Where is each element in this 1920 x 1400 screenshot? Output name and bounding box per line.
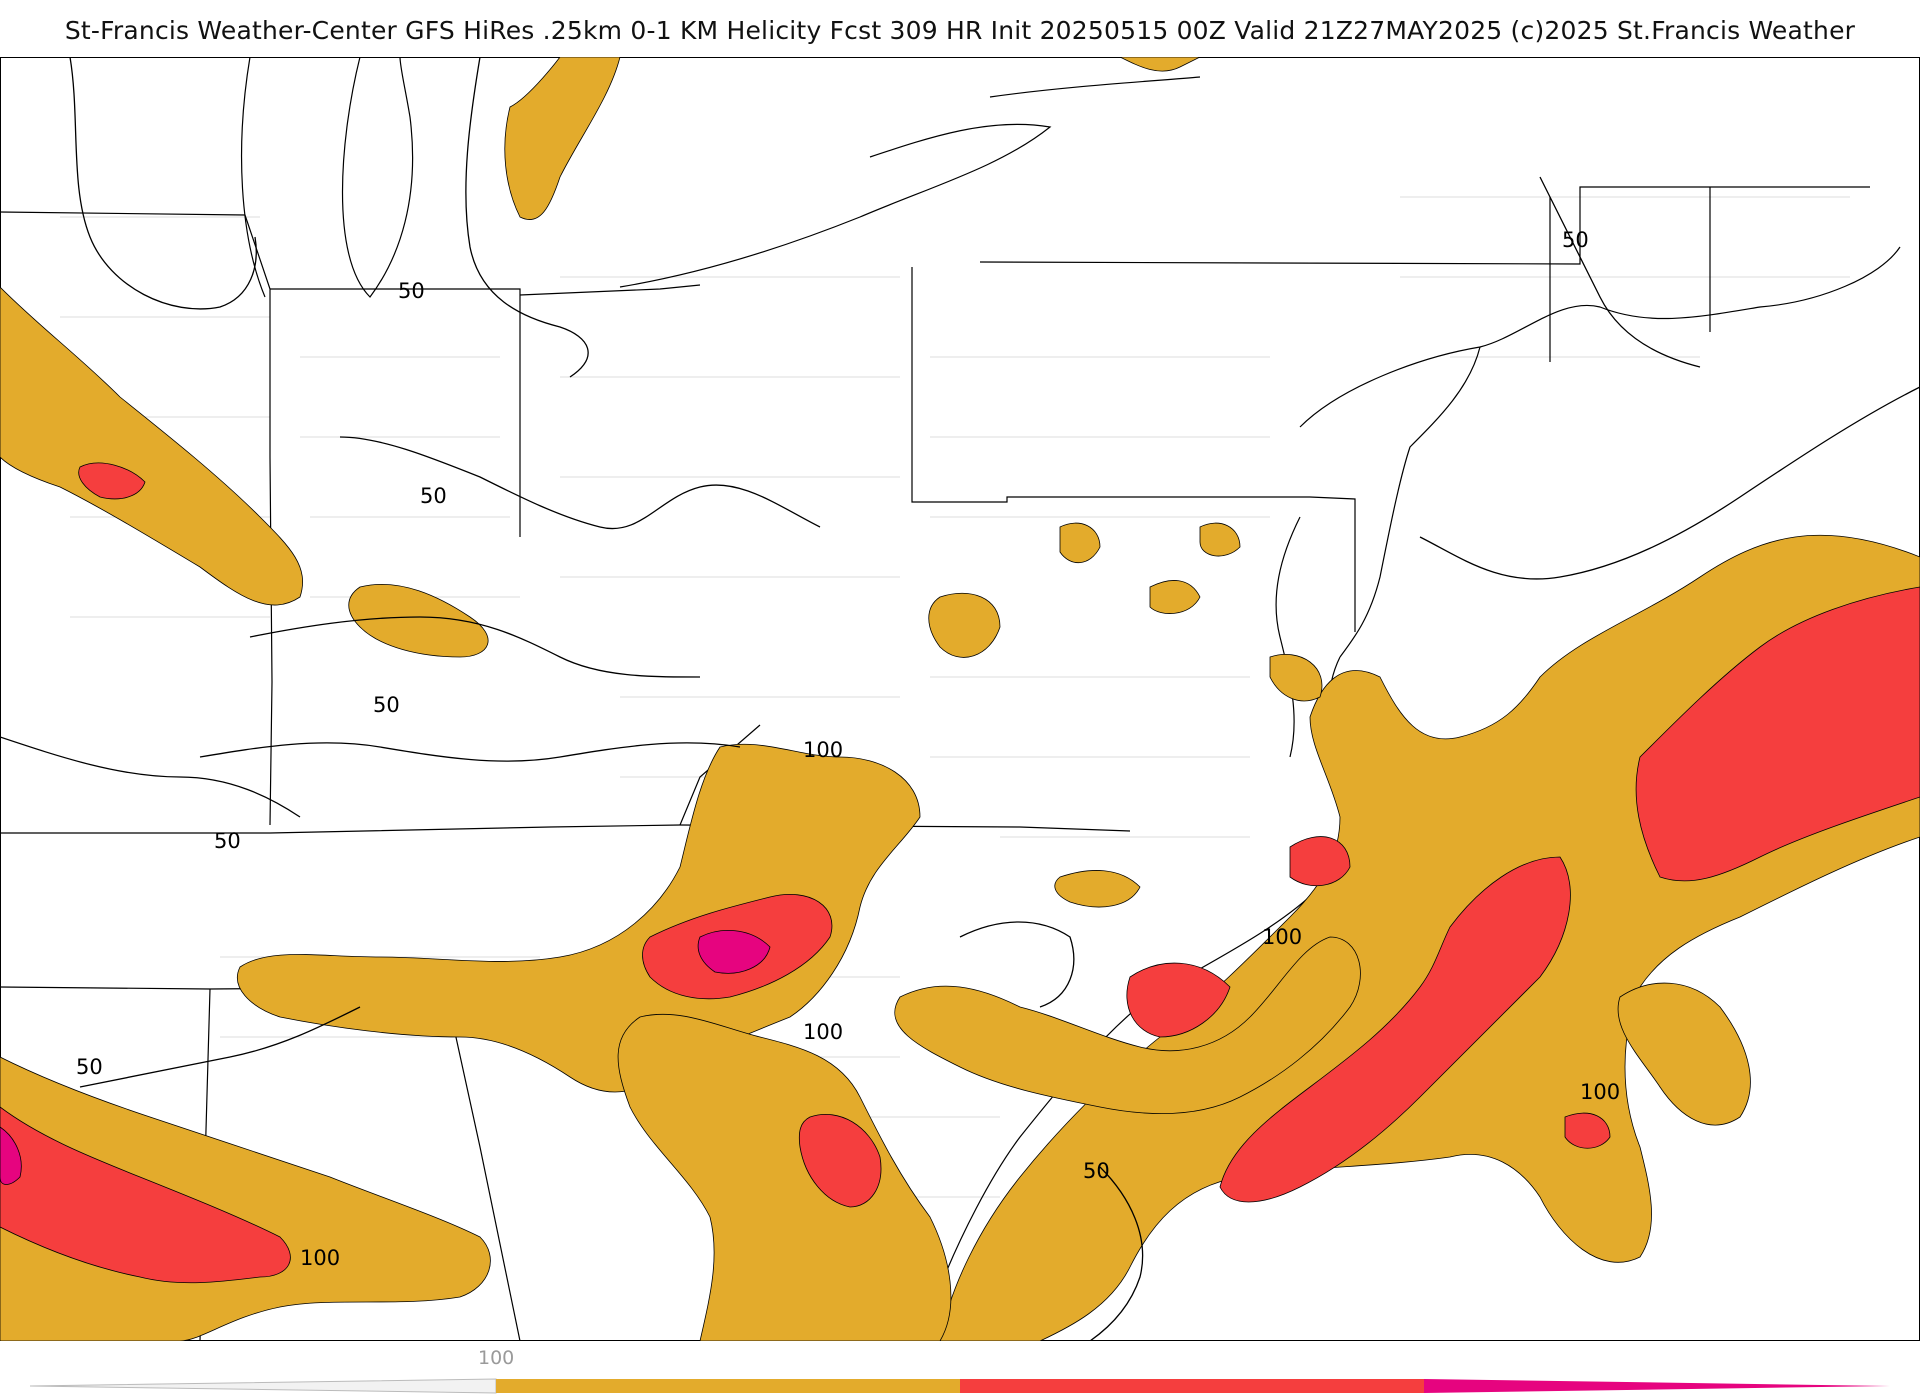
contour-label-100: 100 (1262, 925, 1302, 949)
helicity-200-fill (0, 462, 1920, 1284)
colorbar-segment-200 (960, 1379, 1424, 1393)
colorbar: 100 (29, 1347, 1890, 1394)
colorbar-tick-label: 100 (478, 1347, 514, 1369)
colorbar-segment-100 (496, 1379, 960, 1393)
contour-label-100: 100 (803, 1020, 843, 1044)
helicity-map: 50 50 50 50 50 50 50 100 100 100 100 100 (0, 57, 1920, 1341)
contour-labels: 50 50 50 50 50 50 50 100 100 100 100 100 (76, 228, 1620, 1270)
helicity-300-fill (0, 930, 771, 1185)
colorbar-left-arrow (29, 1378, 497, 1394)
colorbar-segment-300 (1424, 1379, 1890, 1393)
contour-label-100: 100 (1580, 1080, 1620, 1104)
contour-label-50: 50 (1083, 1159, 1110, 1183)
contour-label-50: 50 (1562, 228, 1589, 252)
contour-label-100: 100 (803, 738, 843, 762)
contour-50-lines (0, 57, 1920, 1341)
contour-label-50: 50 (214, 829, 241, 853)
contour-label-50: 50 (373, 693, 400, 717)
contour-label-100: 100 (300, 1246, 340, 1270)
contour-label-50: 50 (76, 1055, 103, 1079)
contour-label-50: 50 (398, 279, 425, 303)
contour-label-50: 50 (420, 484, 447, 508)
map-title: St-Francis Weather-Center GFS HiRes .25k… (64, 16, 1856, 45)
